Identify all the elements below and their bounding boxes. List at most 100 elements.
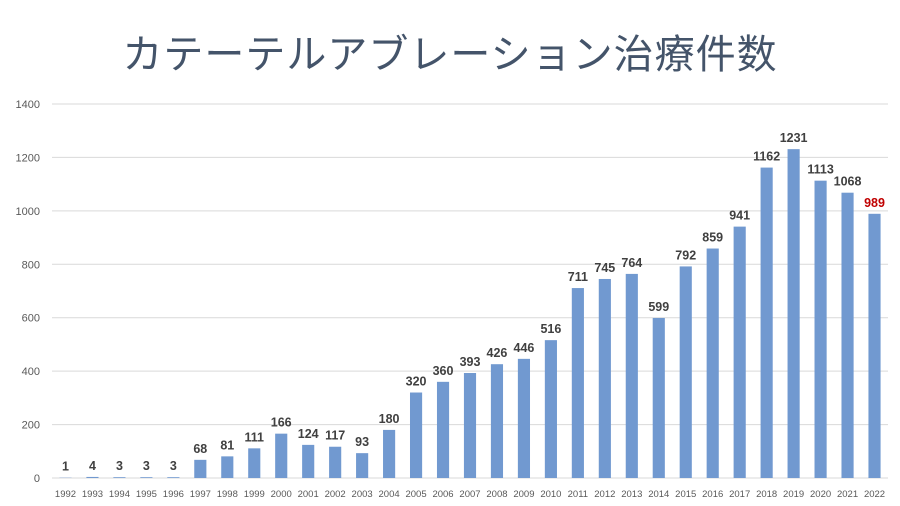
data-label: 4 [89,459,96,473]
x-tick-label: 2016 [702,489,723,500]
bar [221,456,234,478]
data-label: 111 [245,430,265,444]
bar [194,459,207,478]
x-tick-label: 2014 [648,489,669,500]
x-tick-label: 2007 [459,489,480,500]
x-tick-label: 1996 [163,489,184,500]
x-tick-label: 1999 [244,489,265,500]
bar [760,167,773,478]
bar [733,226,746,478]
x-tick-label: 2002 [325,489,346,500]
data-label: 68 [193,442,207,456]
x-tick-label: 2003 [352,489,373,500]
bar [140,477,153,478]
bar [706,248,719,478]
bar [544,340,557,478]
x-tick-label: 1997 [190,489,211,500]
y-tick-label: 800 [22,259,40,271]
bar [625,273,638,478]
x-tick-label: 2013 [621,489,642,500]
data-label: 3 [170,459,177,473]
bar [571,288,584,478]
data-label: 764 [621,256,642,270]
data-label: 859 [702,231,723,245]
x-tick-label: 1994 [109,489,130,500]
bar [167,477,180,478]
data-label: 93 [355,435,369,449]
data-label: 792 [675,248,696,262]
bar [436,381,450,478]
x-tick-label: 2004 [379,489,400,500]
bar [841,192,854,479]
data-label: 320 [406,375,427,389]
data-label: 1068 [834,175,862,189]
y-tick-label: 400 [22,366,40,378]
bar [652,317,665,478]
y-tick-label: 600 [22,313,40,325]
data-label: 1 [62,460,69,474]
data-label: 1162 [753,150,780,164]
bar [868,213,881,478]
data-label: 1113 [807,163,833,177]
data-label: 711 [568,270,588,284]
bar [302,444,315,478]
x-tick-label: 2010 [540,489,561,500]
data-label: 989 [864,196,885,210]
bar [86,476,99,478]
x-axis: 1992 1993 1994 1995 1996 1997 1998 1999 2000 2001… [55,489,885,500]
data-label: 426 [487,346,508,360]
data-label: 941 [729,209,750,223]
data-label: 3 [143,459,150,473]
y-tick-label: 1000 [16,206,40,218]
x-tick-label: 2011 [568,489,588,500]
x-tick-label: 2015 [675,489,696,500]
chart-title: カテーテルアブレーション治療件数 [122,32,778,78]
x-tick-label: 2022 [864,489,885,500]
x-tick-label: 2001 [298,489,319,500]
bar [679,266,692,478]
x-tick-label: 1998 [217,489,238,500]
y-tick-label: 1200 [16,152,40,164]
data-label: 516 [540,322,561,336]
x-tick-label: 2019 [783,489,804,500]
bar [517,358,531,478]
bar [329,446,342,478]
x-tick-label: 2018 [756,489,777,500]
data-label: 745 [594,261,615,275]
data-label: 446 [514,341,535,355]
y-tick-label: 0 [34,473,40,485]
bar [463,373,477,478]
data-label: 166 [271,416,292,430]
bars [59,149,881,479]
y-tick-label: 1400 [16,99,40,111]
x-tick-label: 2021 [837,489,858,500]
y-axis: 0 200 400 600 800 1000 1200 1400 [16,99,40,485]
data-label: 117 [325,429,345,443]
x-tick-label: 2017 [729,489,750,500]
x-tick-label: 1993 [82,489,103,500]
bar [409,392,423,478]
bar [275,433,288,478]
bar [787,149,800,478]
bar [383,429,396,478]
bar [248,448,261,478]
bar [598,278,611,478]
x-tick-label: 2005 [405,489,426,500]
data-label: 81 [220,438,234,452]
data-label: 3 [116,459,123,473]
data-label: 1231 [780,131,808,145]
x-tick-label: 2020 [810,489,831,500]
x-tick-label: 2012 [594,489,615,500]
data-labels: 1 4 3 3 3 68 81 111 166 124 117 93 180 320 360 393 426 44… [62,131,885,474]
data-label: 180 [379,412,400,426]
bar [113,477,126,478]
bar [490,364,504,478]
bar [356,453,369,478]
data-label: 360 [433,364,454,378]
x-tick-label: 2000 [271,489,292,500]
y-tick-label: 200 [22,420,40,432]
data-label: 393 [460,355,481,369]
x-tick-label: 1992 [55,489,76,500]
bar [814,180,827,479]
